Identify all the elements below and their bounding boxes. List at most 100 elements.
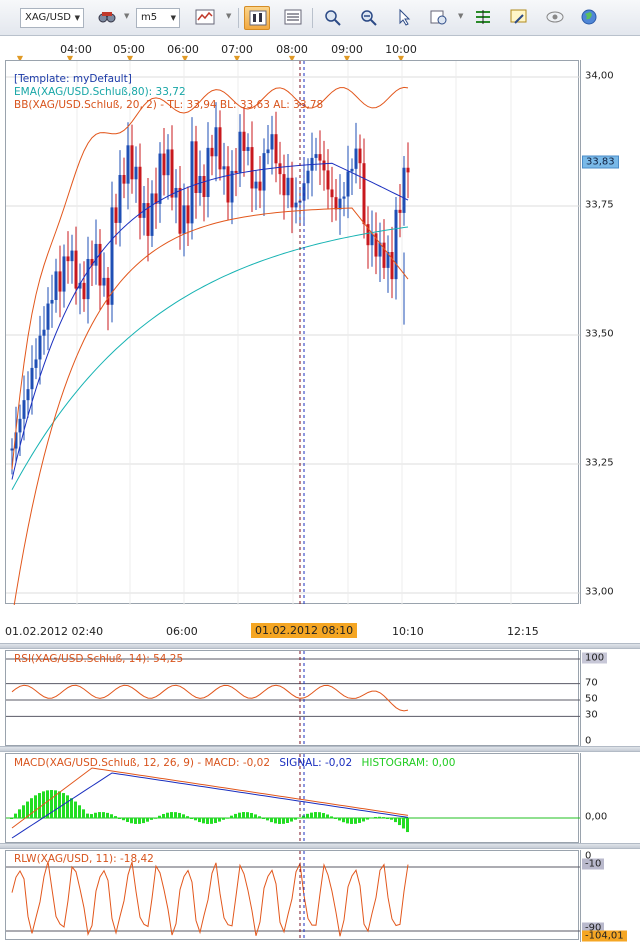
candle-body [122, 175, 126, 184]
time-tick: 09:00 [331, 43, 363, 56]
wr-current-badge: -104,01 [582, 930, 627, 942]
histogram-bar [78, 805, 81, 818]
alert-button[interactable] [506, 6, 532, 30]
event-marker-icon[interactable]: ▼ [233, 54, 241, 63]
zoom-in-button[interactable] [320, 6, 346, 30]
histogram-bar [14, 813, 17, 818]
histogram-bar [86, 813, 89, 818]
panel-splitter[interactable] [0, 643, 640, 649]
candle-body [370, 233, 374, 246]
candle-body [294, 202, 298, 208]
candle-body [242, 131, 246, 151]
histogram-bar [246, 812, 249, 818]
candle-body [22, 400, 26, 419]
histogram-bar [54, 790, 57, 818]
chevron-down-icon[interactable]: ▼ [458, 12, 464, 20]
candle-body [230, 170, 234, 203]
cursor-button[interactable] [392, 6, 418, 30]
candle-body [258, 181, 262, 191]
signal-line [11, 772, 409, 839]
candles-button[interactable] [244, 6, 270, 30]
histogram-bar [262, 818, 265, 819]
candle-body [74, 250, 78, 289]
candle-body [110, 207, 114, 305]
candle-body [398, 209, 402, 213]
histogram-bar [98, 812, 101, 818]
chevron-down-icon[interactable]: ▼ [124, 12, 130, 20]
histogram-bar [130, 818, 133, 824]
indicator-button[interactable] [192, 6, 218, 30]
price-chart[interactable]: [Template: myDefault] EMA(XAG/USD.Schluß… [5, 60, 580, 619]
histogram-bar [222, 818, 225, 820]
williams-r-line [11, 861, 409, 937]
candle-body [282, 174, 286, 196]
event-marker-icon[interactable]: ▼ [66, 54, 74, 63]
histogram-bar [406, 818, 409, 833]
histogram-bar [186, 816, 189, 818]
rsi-chart[interactable]: RSI(XAG/USD.Schluß, 14): 54,25 [5, 650, 580, 747]
histogram-bar [282, 818, 285, 824]
rsi-line [11, 684, 409, 712]
chevron-down-icon[interactable]: ▼ [226, 12, 232, 20]
histogram-bar [286, 818, 289, 823]
candle-body [378, 242, 382, 257]
histogram-bar [378, 816, 381, 818]
histogram-bar [234, 813, 237, 818]
panel-splitter[interactable] [0, 746, 640, 752]
bb-middle-line [11, 162, 409, 480]
histogram-bar [266, 818, 269, 821]
candle-body [274, 134, 278, 164]
fibonacci-button[interactable] [470, 6, 496, 30]
candle-body [178, 187, 182, 234]
candle-body [94, 243, 98, 266]
macd-chart[interactable]: MACD(XAG/USD.Schluß, 12, 26, 9) - MACD: … [5, 753, 580, 844]
panel-splitter[interactable] [0, 843, 640, 849]
event-marker-icon[interactable]: ▼ [16, 54, 24, 63]
quick-order-button[interactable] [94, 6, 120, 30]
macd-tick: 0,00 [585, 811, 608, 823]
rsi-canvas [6, 651, 580, 747]
histogram-bar [290, 818, 293, 822]
timeframe-select[interactable]: m5 ▼ [136, 8, 180, 28]
candle-body [266, 149, 270, 154]
histogram-bar [326, 814, 329, 818]
bb-upper-line [11, 86, 409, 470]
toolbar-separator [312, 8, 313, 28]
rsi-tick: 30 [585, 709, 598, 721]
timeframe-value: m5 [141, 12, 158, 23]
candle-body [54, 271, 58, 300]
event-marker-icon[interactable]: ▼ [181, 54, 189, 63]
histogram-bar [366, 818, 369, 820]
histogram-bar [150, 818, 153, 820]
visibility-button[interactable] [542, 6, 568, 30]
table-button[interactable] [280, 6, 306, 30]
time-tick: 04:00 [60, 43, 92, 56]
histogram-bar [370, 817, 373, 819]
web-button[interactable] [576, 6, 602, 30]
zoom-out-button[interactable] [356, 6, 382, 30]
histogram-bar [210, 818, 213, 824]
histogram-bar [62, 793, 65, 818]
event-marker-icon[interactable]: ▼ [288, 54, 296, 63]
study-icon [430, 10, 447, 25]
time-tick: 07:00 [221, 43, 253, 56]
study-button[interactable] [426, 6, 452, 30]
event-marker-icon[interactable]: ▼ [343, 54, 351, 63]
symbol-select[interactable]: XAG/USD ▼ [20, 8, 84, 28]
candle-body [210, 147, 214, 157]
candle-body [166, 149, 170, 176]
histogram-bar [158, 815, 161, 818]
williams-r-chart[interactable]: RLW(XAG/USD, 11): -18,42 [5, 850, 580, 941]
williams-r-legend: RLW(XAG/USD, 11): -18,42 [14, 853, 154, 865]
candle-body [190, 141, 194, 224]
event-marker-icon[interactable]: ▼ [126, 54, 134, 63]
candle-body [254, 181, 258, 189]
candle-body [362, 163, 366, 225]
histogram-bar [198, 818, 201, 823]
candle-body [170, 149, 174, 198]
histogram-bar [322, 813, 325, 818]
histogram-bar [34, 795, 37, 818]
histogram-bar [110, 814, 113, 818]
event-marker-icon[interactable]: ▼ [397, 54, 405, 63]
globe-icon [581, 9, 597, 25]
